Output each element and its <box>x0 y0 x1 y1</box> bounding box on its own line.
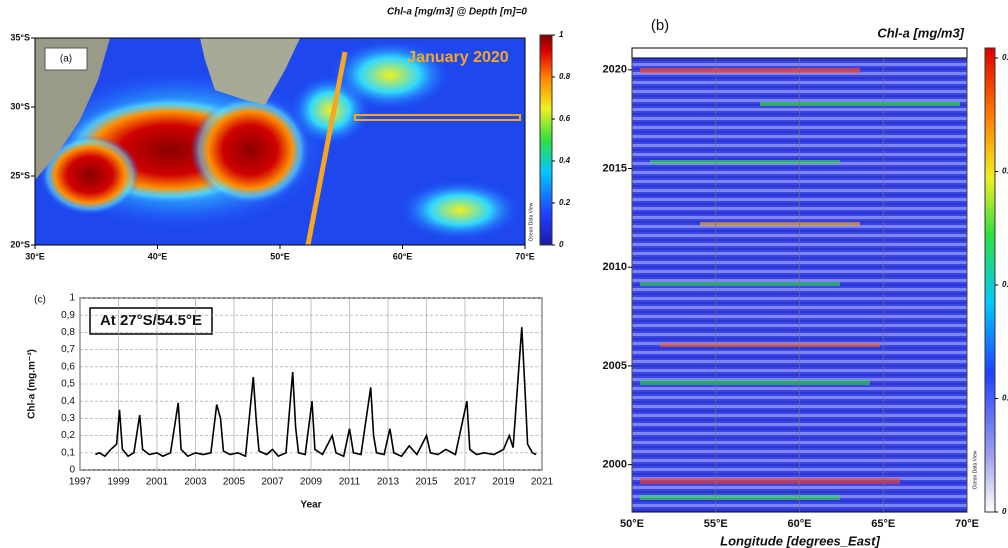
colorbar <box>984 47 996 513</box>
map-field <box>35 38 525 245</box>
panel-label: (c) <box>34 295 46 306</box>
colorbar-tick-label: 0.1 <box>1002 394 1008 403</box>
x-tick-label: 65°E <box>871 518 895 530</box>
y-tick-label: 0,6 <box>61 361 75 372</box>
x-tick-label: 2011 <box>339 477 361 488</box>
x-tick-label: 2003 <box>184 477 207 488</box>
x-tick-label: 70°E <box>515 251 535 261</box>
x-tick-label: 60°E <box>393 251 413 261</box>
y-tick-label: 0,2 <box>61 430 75 441</box>
y-tick-label: 0,5 <box>61 379 75 390</box>
x-tick-label: 2015 <box>415 477 438 488</box>
y-tick-label: 2015 <box>603 162 627 174</box>
y-tick-label: 0,1 <box>61 447 75 458</box>
x-tick-label: 2001 <box>146 477 169 488</box>
colorbar <box>539 34 553 246</box>
annotation: At 27°S/54.5°E <box>100 312 202 329</box>
x-tick-label: 2013 <box>377 477 400 488</box>
x-tick-label: 70°E <box>955 518 979 530</box>
y-tick-label: 0,3 <box>61 413 75 424</box>
colorbar-tick-label: 0.4 <box>559 156 571 165</box>
y-tick-label: 0,4 <box>61 396 75 407</box>
x-tick-label: 60°E <box>788 518 812 530</box>
x-tick-label: 2007 <box>261 477 284 488</box>
annotation: January 2020 <box>407 49 509 66</box>
x-tick-label: 2017 <box>454 477 477 488</box>
colorbar-tick-label: 0.3 <box>1002 167 1008 176</box>
watermark: Ocean Data View <box>528 202 534 241</box>
x-tick-label: 50°E <box>270 251 290 261</box>
x-tick-label: 40°E <box>148 251 168 261</box>
colorbar-tick-label: 0.4 <box>1002 53 1008 62</box>
colorbar-tick-label: 0.2 <box>559 198 571 207</box>
y-tick-label: 0,8 <box>61 327 75 338</box>
x-axis-label: Year <box>300 500 321 511</box>
x-tick-label: 2019 <box>492 477 515 488</box>
watermark: Ocean Data View <box>972 450 978 489</box>
x-tick-label: 55°E <box>704 518 728 530</box>
y-tick-label: 2020 <box>603 64 627 76</box>
x-tick-label: 2005 <box>223 477 246 488</box>
y-tick-label: 1 <box>69 293 75 304</box>
colorbar-tick-label: 0 <box>559 240 564 249</box>
y-tick-label: 0,9 <box>61 310 75 321</box>
hov-top <box>631 47 968 59</box>
colorbar-tick-label: 0 <box>1002 507 1007 516</box>
x-tick-label: 50°E <box>620 518 644 530</box>
panel-label: (b) <box>651 17 669 34</box>
heatmap-title: Chl-a [mg/m3] <box>877 25 964 40</box>
annotation-box <box>89 307 213 335</box>
y-tick-label: 35°S <box>10 32 30 42</box>
colorbar-tick-label: 0.8 <box>559 72 571 81</box>
x-axis-label: Longitude [degrees_East] <box>720 533 880 548</box>
x-tick-label: 1999 <box>107 477 130 488</box>
colorbar-tick-label: 0.6 <box>559 114 571 123</box>
x-tick-label: 2009 <box>300 477 323 488</box>
y-tick-label: 25°S <box>10 170 30 180</box>
y-tick-label: 0 <box>69 465 75 476</box>
data-line <box>95 327 537 458</box>
x-tick-label: 1997 <box>69 477 92 488</box>
panel-label: (a) <box>60 54 72 65</box>
y-tick-label: 2000 <box>603 459 627 471</box>
map-title: Chl-a [mg/m3] @ Depth [m]=0 <box>387 7 527 18</box>
x-tick-label: 2021 <box>531 477 554 488</box>
colorbar-tick-label: 0.2 <box>1002 280 1008 289</box>
colorbar-tick-label: 1 <box>559 30 564 39</box>
y-tick-label: 20°S <box>10 239 30 249</box>
y-tick-label: 30°S <box>10 101 30 111</box>
y-tick-label: 0,7 <box>61 344 75 355</box>
y-axis-label: Chl-a (mg.m⁻³) <box>27 349 38 419</box>
x-tick-label: 30°E <box>25 251 45 261</box>
y-tick-label: 2010 <box>603 261 627 273</box>
y-tick-label: 2005 <box>603 360 627 372</box>
